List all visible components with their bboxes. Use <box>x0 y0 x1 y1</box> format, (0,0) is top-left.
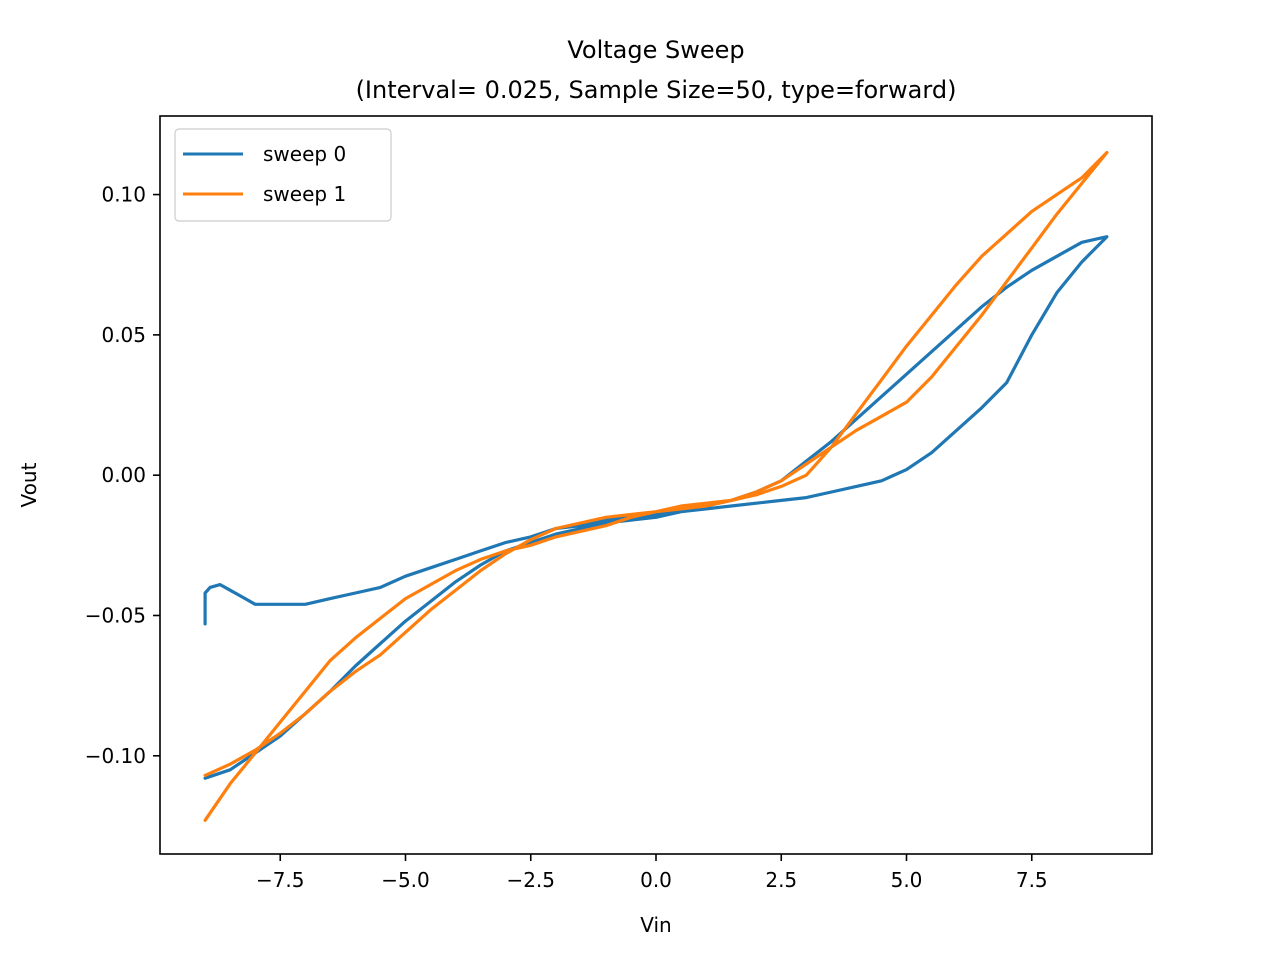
y-axis-label: Vout <box>17 462 41 507</box>
y-tick-label: −0.05 <box>85 603 146 627</box>
x-tick-label: −5.0 <box>381 868 430 892</box>
legend-label-sweep-0: sweep 0 <box>263 142 346 166</box>
legend-box <box>174 128 392 222</box>
y-axis-ticks: −0.10 −0.05 0.00 0.05 0.10 <box>85 183 160 768</box>
y-tick-label: −0.10 <box>85 744 146 768</box>
y-tick-label: 0.00 <box>101 463 146 487</box>
legend: sweep 0 sweep 1 <box>174 128 392 222</box>
y-tick-label: 0.10 <box>101 183 146 207</box>
x-tick-label: −7.5 <box>256 868 305 892</box>
chart-title: Voltage Sweep <box>567 36 744 64</box>
x-axis-label: Vin <box>640 913 671 937</box>
legend-label-sweep-1: sweep 1 <box>263 182 346 206</box>
x-tick-label: 2.5 <box>765 868 797 892</box>
x-axis-ticks: −7.5 −5.0 −2.5 0.0 2.5 5.0 7.5 <box>256 854 1048 892</box>
x-tick-label: 0.0 <box>640 868 672 892</box>
series-line-sweep-1 <box>203 150 1109 822</box>
y-tick-label: 0.05 <box>101 323 146 347</box>
x-tick-label: −2.5 <box>506 868 555 892</box>
chart-subtitle: (Interval= 0.025, Sample Size=50, type=f… <box>356 76 957 104</box>
x-tick-label: 7.5 <box>1016 868 1048 892</box>
x-tick-label: 5.0 <box>891 868 923 892</box>
plot-series-group <box>203 150 1109 822</box>
